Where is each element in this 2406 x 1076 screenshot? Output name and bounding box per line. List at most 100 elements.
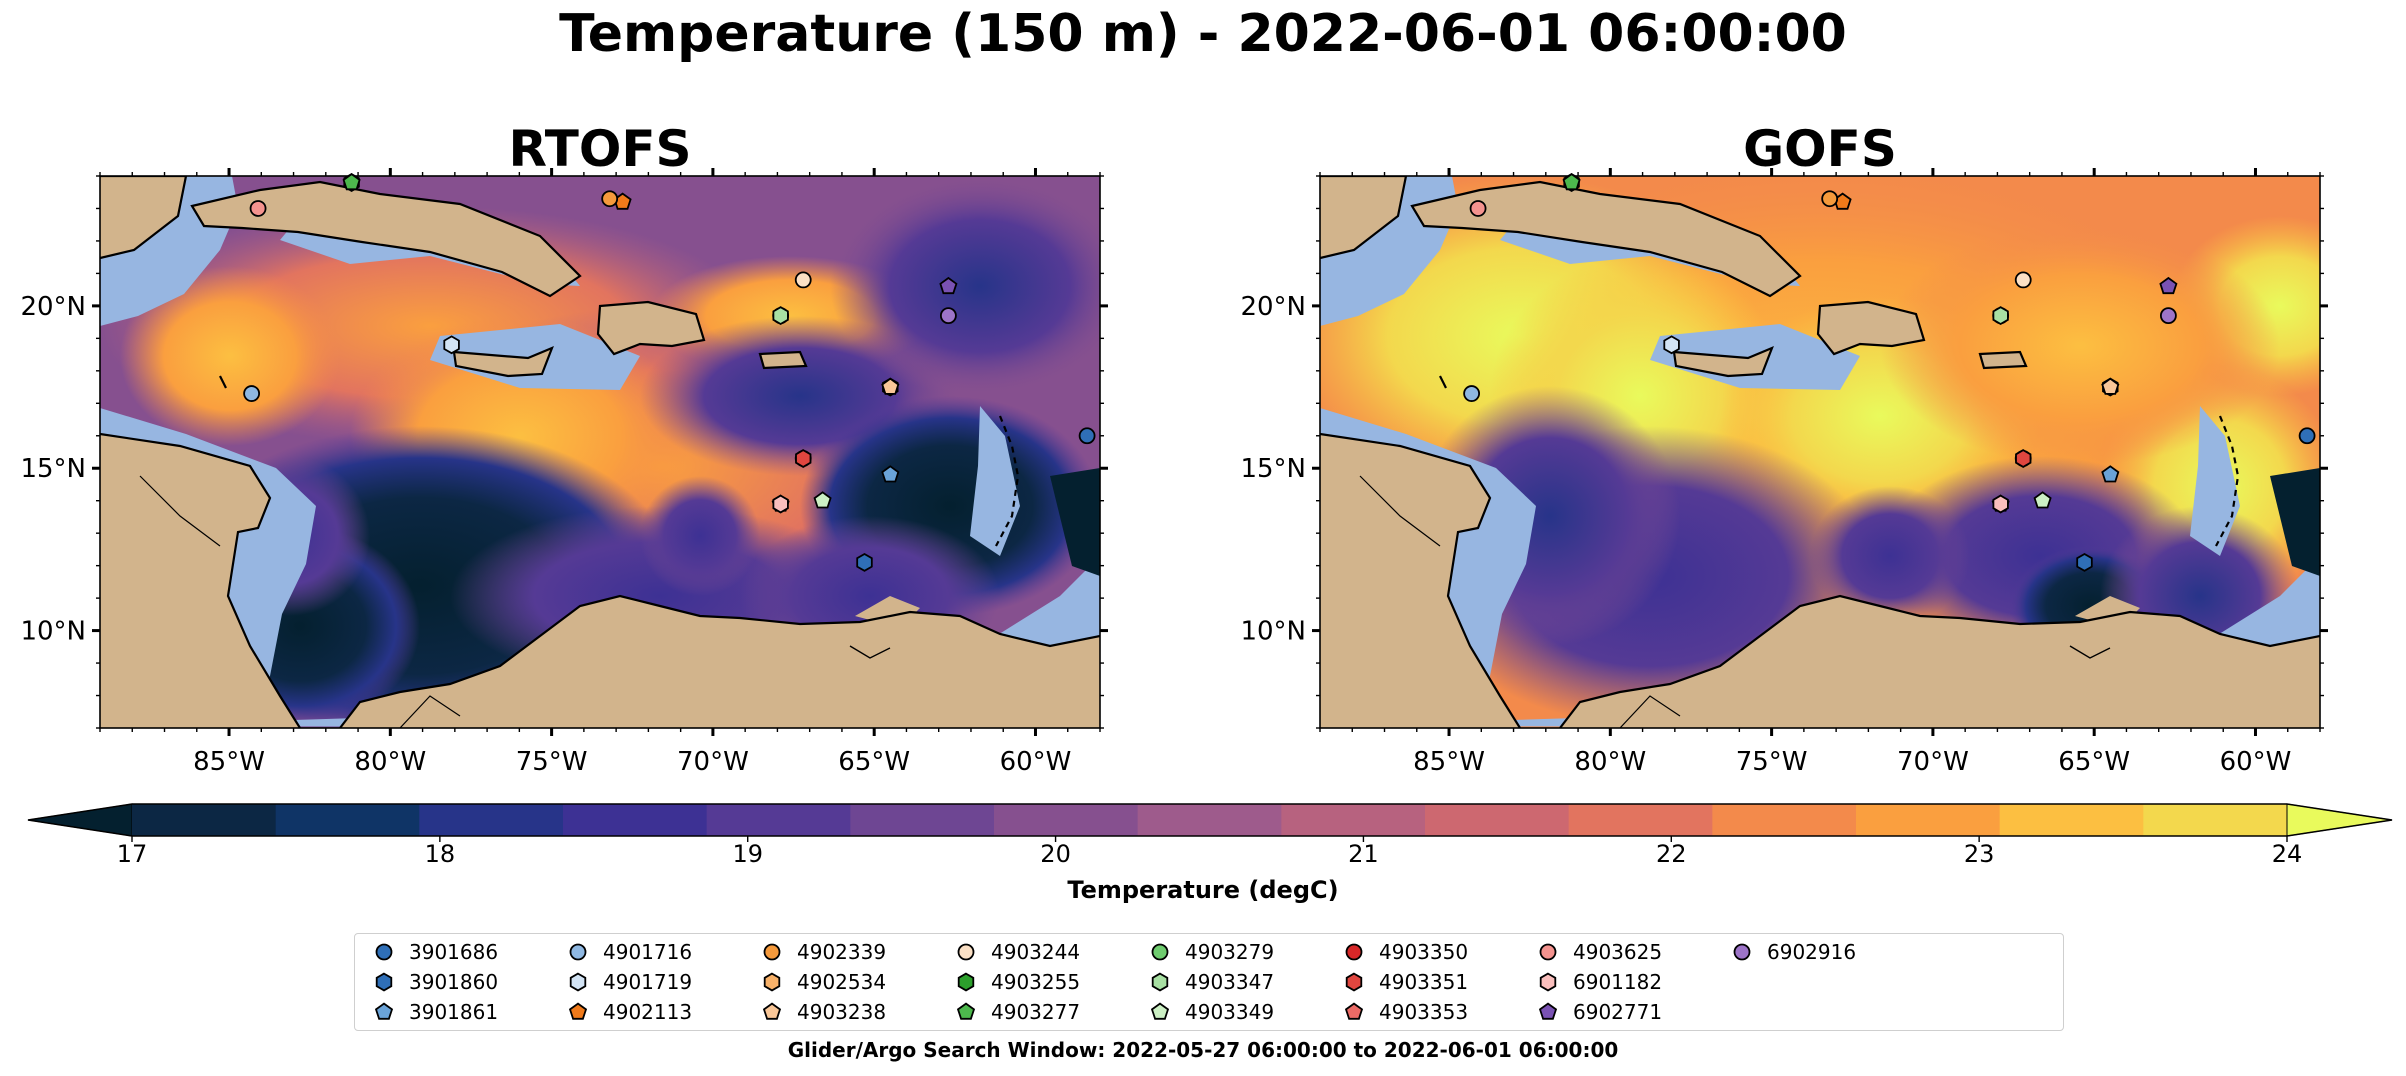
float-marker-4903347 (772, 306, 789, 326)
legend-label: 4901716 (603, 940, 693, 964)
colorbar-tick-label: 21 (1348, 840, 1379, 864)
legend-item: 3901860 (373, 968, 498, 996)
colorbar-segment (275, 804, 420, 836)
lon-tick-label: 70°W (677, 747, 749, 777)
legend-label: 3901861 (409, 1000, 499, 1024)
legend-item: 4903351 (1343, 968, 1468, 996)
colorbar-tick-label: 20 (1040, 840, 1071, 864)
float-marker-4903349 (2033, 491, 2052, 509)
float-marker-4903349 (813, 491, 832, 509)
legend-marker (1538, 1002, 1558, 1020)
float-marker-6902771 (2159, 276, 2178, 295)
legend-marker (1151, 972, 1169, 992)
float-marker-4901719 (1663, 335, 1680, 355)
float-marker-4903347 (1992, 306, 2009, 326)
colorbar: 17 18 19 20 21 22 23 24 (27, 803, 2393, 864)
panel-title-gofs: GOFS (1743, 120, 1897, 178)
legend-item: 4903349 (1149, 998, 1274, 1026)
legend-marker (762, 1002, 782, 1020)
colorbar-segment (1137, 804, 1282, 836)
float-marker-6901182 (1992, 494, 2009, 514)
legend-label: 4902534 (797, 970, 887, 994)
colorbar-segment (1712, 804, 1857, 836)
legend-label: 4903238 (797, 1000, 887, 1024)
colorbar-segment (2143, 804, 2288, 836)
legend-label: 4903353 (1379, 1000, 1469, 1024)
float-marker-4903277 (1562, 172, 1581, 191)
legend-label: 6902916 (1767, 940, 1857, 964)
legend-marker (569, 972, 587, 992)
legend-marker (1539, 943, 1557, 961)
map-frame (99, 175, 1101, 729)
legend-marker (375, 972, 393, 992)
legend-label: 4902339 (797, 940, 887, 964)
lat-tick-label: 20°N (1240, 292, 1306, 322)
float-marker-4901719 (443, 335, 460, 355)
legend-item: 6901182 (1537, 968, 1662, 996)
float-marker-3901860 (2076, 552, 2093, 572)
legend-label: 3901686 (409, 940, 499, 964)
legend-marker (1345, 943, 1363, 961)
legend-item: 4902534 (761, 968, 886, 996)
legend-item: 4902339 (761, 938, 886, 966)
legend-label: 4903349 (1185, 1000, 1275, 1024)
colorbar-segment (1425, 804, 1570, 836)
legend-marker (375, 943, 393, 961)
lon-tick-label: 60°W (1000, 747, 1072, 777)
legend-item: 4903238 (761, 998, 886, 1026)
lat-tick-label: 10°N (20, 617, 86, 647)
map-panel-rtofs: 85°W 80°W 75°W 70°W 65°W 60°W 20°N 15°N 10°N (20, 168, 1108, 777)
legend-item: 4903277 (955, 998, 1080, 1026)
legend-marker (569, 943, 587, 961)
lon-tick-label: 75°W (516, 747, 588, 777)
legend-label: 6901182 (1573, 970, 1663, 994)
colorbar-segment (706, 804, 851, 836)
lon-tick-label: 60°W (2220, 747, 2292, 777)
colorbar-under-extend (27, 803, 133, 837)
float-marker-4903625 (249, 200, 267, 217)
legend-item: 6902771 (1537, 998, 1662, 1026)
legend-label: 4903625 (1573, 940, 1663, 964)
float-marker-3901860 (856, 552, 873, 572)
figure-title: Temperature (150 m) - 2022-06-01 06:00:0… (559, 4, 1847, 64)
lat-tick-label: 15°N (20, 454, 86, 484)
float-marker-4901716 (1463, 385, 1481, 402)
legend-marker (1539, 972, 1557, 992)
colorbar-tick-label: 19 (732, 840, 763, 864)
legend-marker (957, 943, 975, 961)
colorbar-segment (850, 804, 995, 836)
colorbar-segment (1568, 804, 1713, 836)
float-marker-3901686 (2298, 427, 2316, 445)
legend-label: 4903279 (1185, 940, 1275, 964)
float-marker-3901686 (1078, 427, 1096, 445)
legend-label: 4903347 (1185, 970, 1275, 994)
map-frame (1319, 175, 2321, 729)
legend-item: 6902916 (1731, 938, 1856, 966)
legend-marker (763, 943, 781, 961)
temperature-field (100, 176, 1100, 728)
colorbar-tick-label: 18 (425, 840, 456, 864)
colorbar-segment (1281, 804, 1426, 836)
lon-tick-label: 75°W (1736, 747, 1808, 777)
lon-tick-label: 65°W (838, 747, 910, 777)
colorbar-label: Temperature (degC) (1067, 876, 1339, 904)
float-marker-3901861 (881, 465, 900, 483)
float-marker-4902339 (601, 190, 619, 208)
float-marker-6902916 (2159, 307, 2177, 325)
legend-label: 4903351 (1379, 970, 1469, 994)
legend-label: 4901719 (603, 970, 693, 994)
legend-label: 6902771 (1573, 1000, 1663, 1024)
legend-item: 4903353 (1343, 998, 1468, 1026)
float-marker-4903244 (2014, 271, 2032, 289)
float-marker-6902916 (939, 307, 957, 325)
legend-label: 4902113 (603, 1000, 693, 1024)
lon-tick-label: 85°W (193, 747, 265, 777)
lon-tick-label: 65°W (2058, 747, 2130, 777)
colorbar-tick-label: 17 (117, 840, 148, 864)
colorbar-tick-label: 24 (2272, 840, 2303, 864)
float-marker-4903238 (881, 377, 900, 395)
legend-item: 4903255 (955, 968, 1080, 996)
legend-item: 4902113 (567, 998, 692, 1026)
legend-marker (1150, 1002, 1170, 1020)
legend-label: 4903255 (991, 970, 1081, 994)
